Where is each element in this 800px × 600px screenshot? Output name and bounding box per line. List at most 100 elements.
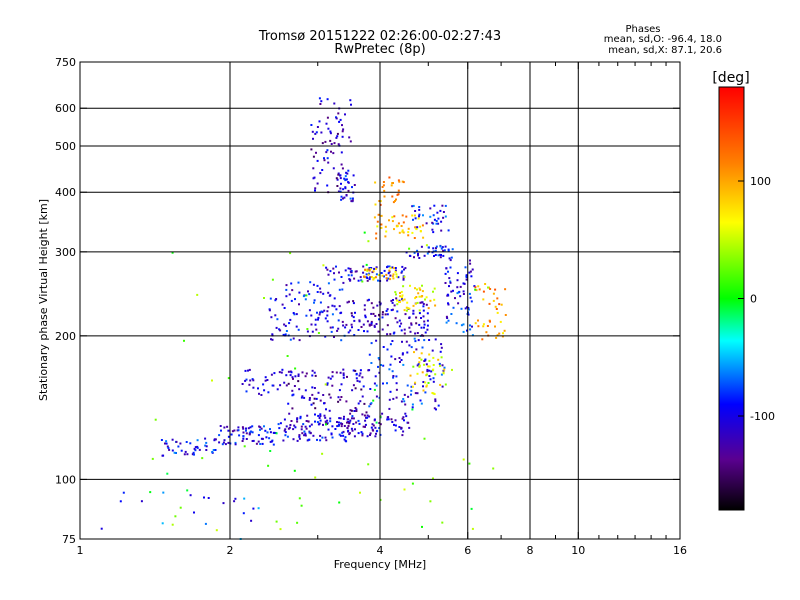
data-point — [405, 309, 408, 312]
data-point — [398, 231, 401, 234]
y-tick-label: 100 — [55, 473, 76, 486]
data-point — [395, 297, 398, 300]
data-point — [449, 259, 452, 262]
data-point — [338, 288, 341, 291]
data-point — [368, 278, 371, 281]
data-point — [421, 334, 423, 337]
data-point — [313, 387, 316, 389]
data-point — [465, 278, 468, 281]
data-point — [409, 330, 412, 333]
data-point — [363, 402, 366, 405]
data-point — [419, 225, 422, 228]
data-point — [365, 411, 368, 414]
data-point — [212, 449, 215, 451]
data-point — [337, 424, 340, 427]
data-point — [420, 295, 423, 298]
data-point — [349, 279, 352, 282]
data-point — [442, 249, 445, 252]
data-point — [395, 396, 398, 399]
data-point — [298, 435, 301, 438]
data-point — [360, 388, 363, 391]
data-point — [411, 408, 414, 411]
data-point — [363, 414, 366, 417]
data-point — [332, 267, 335, 270]
data-point — [263, 389, 266, 392]
data-point — [264, 376, 267, 379]
data-point — [352, 369, 355, 372]
data-point — [406, 384, 409, 387]
data-point — [444, 272, 447, 275]
data-point — [335, 177, 338, 180]
data-point — [426, 328, 429, 331]
data-point — [477, 319, 479, 322]
data-point — [309, 432, 312, 435]
data-point — [481, 338, 484, 341]
data-point — [438, 362, 441, 365]
data-point — [492, 467, 495, 470]
data-point — [373, 216, 376, 219]
data-point — [215, 529, 218, 532]
data-point — [314, 187, 317, 190]
data-point — [388, 270, 391, 273]
data-point — [396, 303, 399, 306]
data-point — [332, 167, 335, 170]
data-point — [452, 306, 455, 309]
data-point — [333, 278, 336, 281]
data-point — [412, 365, 415, 368]
data-point — [378, 427, 381, 430]
data-point — [408, 307, 411, 310]
data-point — [418, 309, 421, 312]
y-tick-label: 500 — [55, 140, 76, 153]
data-point — [230, 433, 233, 436]
data-point — [427, 382, 430, 384]
data-point — [378, 358, 381, 361]
data-point — [252, 379, 255, 382]
data-point — [242, 435, 245, 438]
data-point — [368, 267, 371, 269]
data-point — [273, 372, 276, 375]
data-point — [428, 359, 431, 362]
data-point — [252, 386, 255, 389]
data-point — [385, 310, 388, 312]
data-point — [401, 230, 404, 233]
data-point — [425, 222, 428, 225]
data-point — [469, 262, 472, 265]
data-point — [334, 428, 337, 430]
data-point — [325, 122, 328, 125]
data-point — [495, 336, 498, 339]
data-point — [362, 425, 365, 428]
data-point — [403, 268, 405, 271]
data-point — [474, 288, 477, 291]
data-point — [442, 211, 445, 213]
data-point — [252, 439, 255, 442]
data-point — [388, 265, 391, 268]
data-point — [234, 441, 237, 444]
data-point — [338, 433, 341, 436]
data-point — [414, 332, 417, 335]
data-point — [372, 270, 375, 273]
data-point — [420, 326, 423, 329]
data-point — [304, 389, 307, 392]
data-point — [257, 507, 260, 510]
data-point — [282, 333, 285, 336]
data-point — [306, 330, 309, 333]
data-point — [433, 255, 435, 257]
data-point — [411, 482, 414, 485]
data-point — [222, 502, 225, 505]
data-point — [278, 371, 281, 374]
data-point — [298, 497, 301, 500]
data-point — [391, 195, 394, 198]
data-point — [419, 230, 422, 232]
data-point — [386, 348, 389, 351]
data-point — [322, 264, 325, 267]
data-point — [351, 314, 354, 317]
data-point — [343, 438, 346, 441]
data-point — [227, 441, 230, 444]
data-point — [395, 198, 397, 201]
data-point — [420, 352, 423, 355]
data-point — [164, 442, 166, 445]
data-point — [425, 384, 428, 387]
data-point — [238, 434, 241, 437]
y-ticks: 75 100 200 300 400 500 600 750 — [55, 56, 680, 546]
data-point — [367, 273, 370, 276]
